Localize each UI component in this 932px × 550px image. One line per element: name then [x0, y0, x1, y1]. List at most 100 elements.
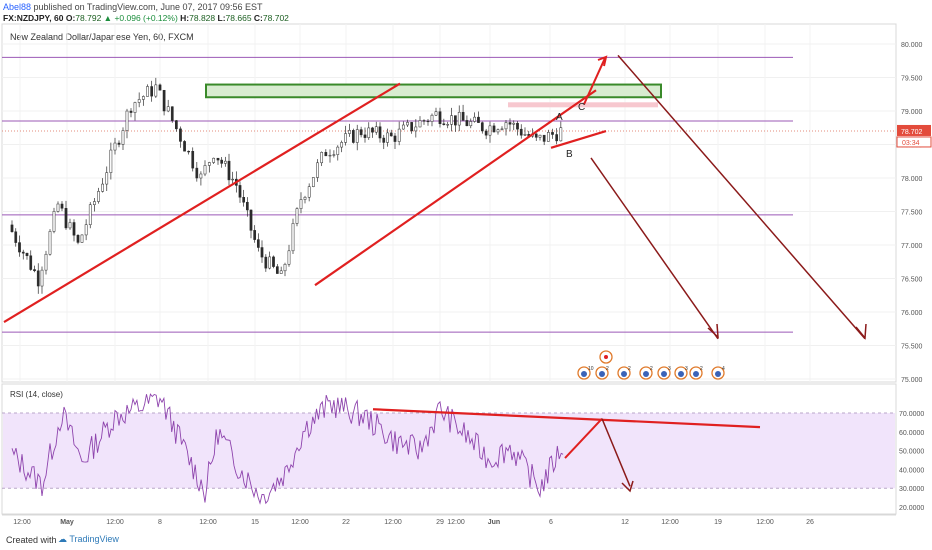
price-tick-label: 79.000: [901, 109, 923, 116]
low-value: 78.665: [225, 13, 252, 23]
candle-body: [457, 111, 461, 126]
trendline-support-1[interactable]: [3, 82, 401, 323]
candle-body: [60, 203, 64, 209]
candle-body: [195, 167, 199, 179]
open-value: 78.792: [75, 13, 102, 23]
tradingview-logo[interactable]: ☁ TradingView: [58, 534, 119, 544]
candle-body: [207, 162, 211, 166]
event-icon-count: 4: [722, 366, 725, 372]
label-b: B: [566, 149, 573, 160]
candle-body: [36, 270, 40, 287]
countdown-badge: [896, 136, 932, 148]
candle-body: [303, 196, 307, 200]
event-icon-flag: [621, 371, 627, 377]
candle-body: [378, 126, 382, 139]
candle-body: [64, 208, 68, 229]
trendline-support-2[interactable]: [314, 89, 597, 287]
time-tick-label: 12:00: [13, 519, 31, 526]
candle-body: [348, 130, 351, 134]
candle-body: [117, 142, 121, 145]
candle-body: [48, 231, 52, 255]
rsi-projection-arrow[interactable]: [601, 418, 631, 487]
candle-body: [203, 165, 207, 175]
price-tick-label: 75.500: [901, 344, 923, 351]
rsi-projection-arrow-head: [621, 480, 634, 493]
chart-canvas[interactable]: New Zealand Dollar/Japanese Yen, 60, FXC…: [0, 0, 932, 531]
high-value: 78.828: [189, 13, 216, 23]
candle-body: [227, 160, 231, 181]
trendline-b[interactable]: [550, 130, 607, 149]
projection-arrow-2-head: [855, 323, 867, 340]
candle-body: [29, 255, 33, 270]
price-tick-label: 75.000: [901, 377, 923, 384]
candle-body: [162, 89, 166, 112]
candle-body: [355, 129, 359, 143]
candle-body: [332, 154, 336, 156]
price-tick-label: 80.000: [901, 42, 923, 49]
rsi-pane-border: [1, 383, 897, 515]
candle-body: [170, 106, 174, 121]
candle-body: [316, 162, 319, 178]
candle-body: [512, 122, 516, 125]
candle-body: [295, 208, 299, 224]
projection-arrow-2[interactable]: [617, 54, 866, 340]
rsi-trendline-short[interactable]: [564, 417, 603, 459]
resistance-zone[interactable]: [205, 83, 662, 99]
arrow-up-line[interactable]: [583, 57, 606, 105]
drawings[interactable]: A B C: [3, 54, 867, 493]
candle-body: [253, 230, 257, 240]
time-tick-label: 12: [621, 519, 629, 526]
rsi-tick-label: 40.0000: [899, 467, 924, 474]
rsi-tick-label: 50.0000: [899, 449, 924, 456]
candle-body: [275, 266, 279, 274]
time-tick-label: 12:00: [199, 519, 217, 526]
price-tick-label: 77.000: [901, 243, 923, 250]
pink-resistance-band[interactable]: [508, 102, 658, 108]
event-icon-top-dot: [604, 355, 608, 359]
candle-body: [351, 130, 355, 143]
price-grid: [2, 24, 896, 382]
current-price-badge: [897, 124, 931, 136]
time-tick-label: 12:00: [384, 519, 402, 526]
candle-body: [44, 253, 48, 271]
candle-body: [324, 152, 328, 157]
candle-body: [508, 122, 512, 125]
candle-body: [146, 86, 149, 97]
candle-body: [256, 239, 260, 248]
candle-body: [93, 201, 96, 205]
price-tick-label: 77.500: [901, 210, 923, 217]
low-label: L:: [217, 13, 226, 23]
ohlc-line: FX:NZDJPY, 60 O:78.792 ▲ +0.096 (+0.12%)…: [3, 13, 289, 23]
projection-arrow-1[interactable]: [590, 157, 719, 340]
price-pane-border: [1, 23, 897, 383]
candle-body: [287, 250, 291, 265]
candle-body: [438, 111, 442, 125]
candle-body: [191, 151, 195, 169]
candle-body: [430, 114, 434, 122]
author-link[interactable]: Abel88: [3, 2, 32, 12]
candle-body: [363, 134, 367, 138]
candle-body: [397, 128, 401, 142]
projection-arrow-1-head: [707, 323, 719, 339]
candle-body: [559, 127, 563, 142]
candle-body: [469, 121, 473, 127]
candle-body: [516, 122, 519, 130]
event-icon-flag: [678, 371, 684, 377]
horizontal-levels[interactable]: [2, 56, 896, 333]
time-tick-label: 6: [549, 519, 553, 526]
candle-body: [386, 132, 389, 143]
rsi-axis: 70.0000 60.0000 50.0000 40.0000 30.0000 20.00…: [899, 411, 924, 512]
rsi-trendline[interactable]: [372, 408, 761, 429]
price-candles: [10, 77, 563, 294]
event-icon-flag: [599, 371, 605, 377]
event-icon-flag: [581, 371, 587, 377]
candle-body: [21, 251, 25, 254]
event-icon-count: 3: [685, 366, 688, 372]
event-icon-flag: [661, 371, 667, 377]
event-icons[interactable]: 10 2 2 2 3 3 2 4: [577, 350, 725, 380]
candle-body: [109, 149, 113, 173]
current-price-label: 78.702: [901, 129, 923, 136]
change-value: ▲ +0.096 (+0.12%): [103, 13, 178, 23]
candle-body: [477, 116, 480, 123]
candle-body: [534, 133, 538, 138]
